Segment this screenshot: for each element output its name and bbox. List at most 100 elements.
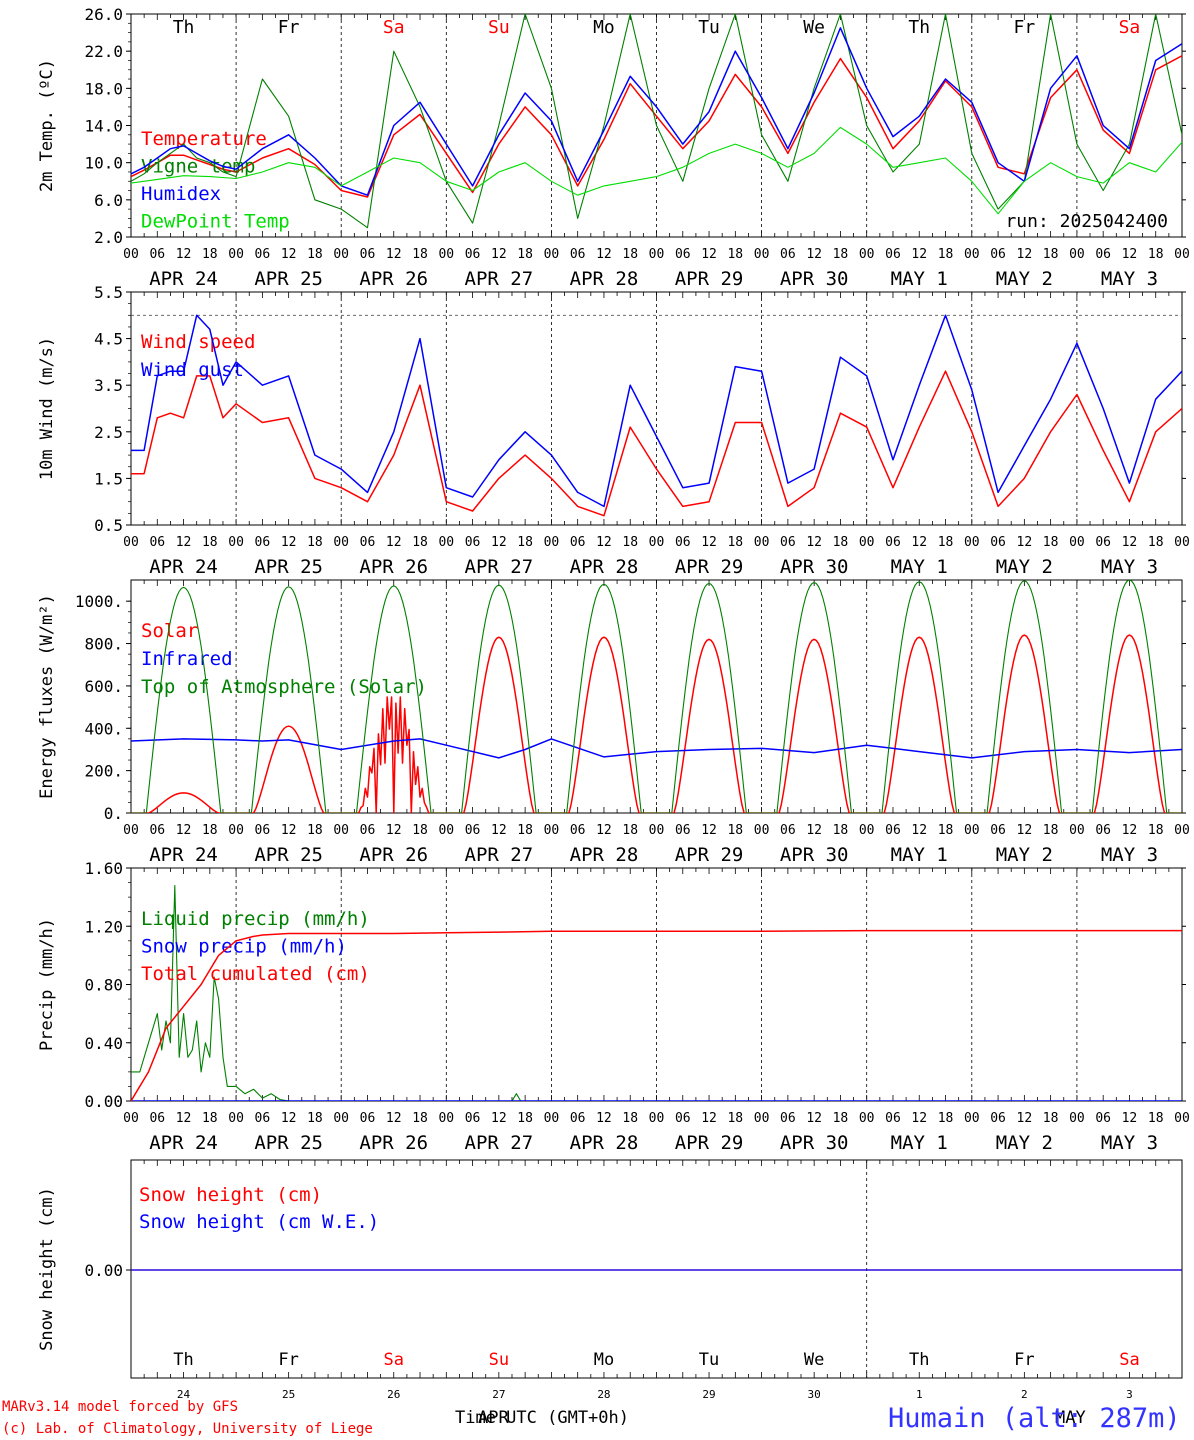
hour-tick-label: 00 [544,247,560,262]
hour-tick-label: 00 [438,1111,454,1126]
y-tick-label: 0.80 [84,976,123,995]
hour-tick-label: 12 [911,247,927,262]
weekday-label: Th [173,17,195,38]
hour-tick-label: 12 [701,247,717,262]
hour-tick-label: 12 [911,1111,927,1126]
hour-tick-label: 12 [491,247,507,262]
hour-tick-label: 12 [911,823,927,838]
hour-tick-label: 18 [517,535,533,550]
legend-entry: Snow height (cm) [139,1184,322,1206]
date-label: MAY 3 [1101,556,1158,578]
hour-tick-label: 18 [412,1111,428,1126]
y-tick-label: 18.0 [84,79,123,98]
hour-tick-label: 06 [885,535,901,550]
hour-tick-label: 06 [1095,535,1111,550]
day-number-label: 28 [597,1388,610,1401]
hour-tick-label: 12 [1122,535,1138,550]
y-tick-label: 2.5 [94,423,123,442]
hour-tick-label: 12 [491,535,507,550]
hour-tick-label: 00 [754,1111,770,1126]
weekday-label: Th [173,1350,193,1370]
hour-tick-label: 12 [806,823,822,838]
legend-entry: Snow height (cm W.E.) [139,1211,379,1233]
hour-tick-label: 06 [990,535,1006,550]
panel-5: 0.00 Snow height (cm) Th 24 Fr 25 Sa 26 Su 27 Mo 28… [37,1159,1183,1401]
y-tick-label: 26.0 [84,5,123,24]
y-tick-label: 200. [84,762,123,781]
hour-tick-label: 18 [938,823,954,838]
hour-tick-label: 06 [465,1111,481,1126]
hour-tick-label: 12 [281,535,297,550]
hour-tick-label: 00 [1174,823,1190,838]
hour-tick-label: 06 [990,823,1006,838]
date-label: APR 30 [780,844,849,866]
hour-tick-label: 12 [1122,247,1138,262]
date-label: APR 29 [675,268,744,290]
weekday-label: Fr [1014,1350,1034,1370]
date-label: MAY 3 [1101,268,1158,290]
model-credit: MARv3.14 model forced by GFS [2,1399,238,1415]
date-label: MAY 3 [1101,844,1158,866]
hour-tick-label: 12 [806,247,822,262]
legend-entry: DewPoint Temp [141,211,290,233]
legend-entry: Snow precip (mm/h) [141,936,347,958]
hour-tick-label: 06 [675,823,691,838]
y-tick-label: 1000. [75,592,123,611]
y-tick-label: 1.20 [84,917,123,936]
hour-tick-label: 06 [465,247,481,262]
hour-tick-label: 06 [885,1111,901,1126]
series-line-top-of-atmosphere-solar- [131,580,1182,813]
hour-tick-label: 00 [333,1111,349,1126]
hour-tick-label: 18 [517,823,533,838]
date-label: APR 29 [675,1132,744,1154]
hour-tick-label: 12 [701,1111,717,1126]
day-number-label: 30 [808,1388,821,1401]
hour-tick-label: 12 [281,1111,297,1126]
date-label: APR 30 [780,268,849,290]
day-number-label: 1 [916,1388,923,1401]
y-tick-label: 5.5 [94,283,123,302]
hour-tick-label: 12 [386,247,402,262]
panel-3: 0. 200. 400. 600. 800. 1000. Energy fluxes (W/… [37,579,1190,866]
hour-tick-label: 06 [255,1111,271,1126]
date-label: APR 26 [359,844,428,866]
series-line-dewpoint-temp [131,126,1182,215]
station-name: Humain (alt: 287m) [888,1403,1181,1434]
hour-tick-label: 00 [1069,535,1085,550]
y-tick-label: 0. [104,804,123,823]
y-axis-label: Energy fluxes (W/m²) [37,594,57,799]
hour-tick-label: 06 [675,535,691,550]
hour-tick-label: 12 [596,247,612,262]
hour-tick-label: 06 [885,823,901,838]
hour-tick-label: 18 [622,823,638,838]
hour-tick-label: 00 [544,535,560,550]
hour-tick-label: 18 [622,1111,638,1126]
y-tick-label: 22.0 [84,42,123,61]
date-label: MAY 3 [1101,1132,1158,1154]
date-label: MAY 2 [996,268,1053,290]
date-label: APR 28 [570,268,639,290]
apr-month-label: APR [478,1408,509,1428]
hour-tick-label: 06 [255,247,271,262]
hour-tick-label: 18 [1148,823,1164,838]
may-month-label: MAY [1055,1408,1086,1428]
weekday-label: Fr [1014,17,1036,38]
date-label: APR 24 [149,268,218,290]
hour-tick-label: 00 [544,1111,560,1126]
y-tick-label: 1.60 [84,859,123,878]
hour-tick-label: 06 [149,1111,165,1126]
hour-tick-label: 18 [833,535,849,550]
hour-tick-label: 00 [228,247,244,262]
weekday-label: We [803,17,825,38]
hour-tick-label: 00 [1069,1111,1085,1126]
hour-tick-label: 06 [780,823,796,838]
hour-tick-label: 06 [675,1111,691,1126]
hour-tick-label: 06 [360,247,376,262]
legend-entry: Vigne temp [141,156,255,178]
hour-tick-label: 18 [412,823,428,838]
series-line-infrared [131,738,1182,759]
weekday-label: Th [909,1350,929,1370]
hour-tick-label: 18 [202,535,218,550]
run-label: run: 2025042400 [1005,211,1168,232]
y-axis-label: Snow height (cm) [37,1187,57,1351]
